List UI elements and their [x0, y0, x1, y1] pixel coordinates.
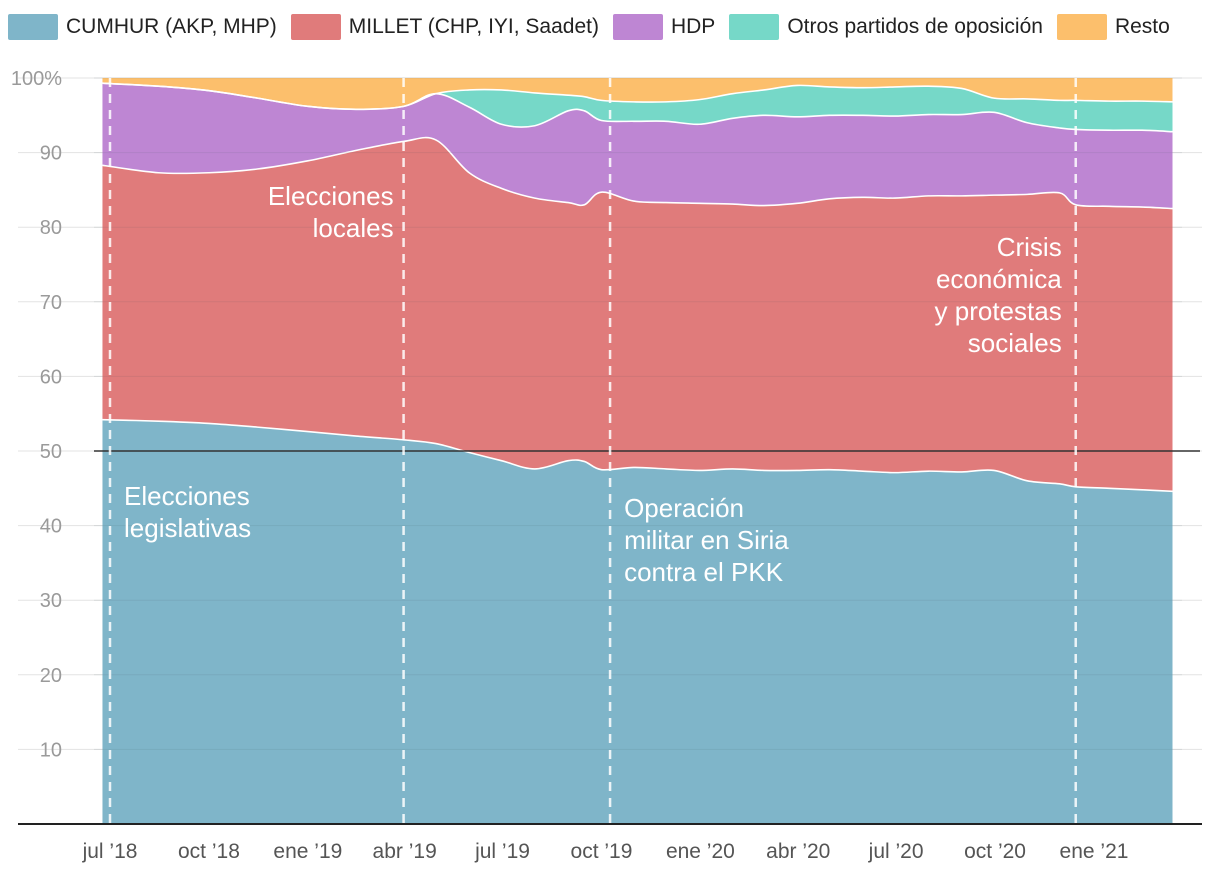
- event-annotation: Elecciones locales: [268, 181, 394, 243]
- series-boundary-line: [102, 418, 1173, 493]
- event-annotation-line: sociales: [968, 328, 1062, 358]
- x-tick-label: oct ’20: [964, 840, 1026, 863]
- y-tick-label: 80: [40, 217, 62, 239]
- area-series: [102, 419, 1173, 824]
- event-annotation-line: Crisis: [997, 232, 1062, 262]
- legend-item-cumhur: CUMHUR (AKP, MHP): [8, 14, 277, 40]
- y-tick-label: 90: [40, 143, 62, 165]
- event-annotation-line: Elecciones: [124, 481, 250, 511]
- legend-swatch-otros: [729, 14, 780, 40]
- event-annotation-line: locales: [313, 213, 394, 243]
- y-tick-label: 60: [40, 366, 62, 388]
- y-tick-label: 50: [40, 441, 62, 463]
- area-series: [102, 83, 1173, 132]
- x-tick-label: abr ’20: [766, 840, 830, 863]
- x-tick-label: abr ’19: [373, 840, 437, 863]
- y-tick-label: 30: [40, 590, 62, 612]
- x-tick-label: oct ’18: [178, 840, 240, 863]
- legend-label-hdp: HDP: [670, 15, 716, 38]
- x-tick-label: jul ’20: [868, 840, 924, 863]
- legend-item-resto: Resto: [1056, 14, 1170, 40]
- y-tick-label: 20: [40, 665, 62, 687]
- legend-swatch-resto: [1056, 14, 1107, 40]
- legend-label-millet: MILLET (CHP, IYI, Saadet): [348, 15, 599, 38]
- legend-item-millet: MILLET (CHP, IYI, Saadet): [290, 14, 599, 40]
- area-series: [102, 83, 1173, 209]
- legend-label-cumhur: CUMHUR (AKP, MHP): [66, 15, 277, 38]
- x-tick-label: jul ’19: [474, 840, 530, 863]
- series-boundary-line: [102, 136, 1173, 210]
- event-annotation-line: legislativas: [124, 513, 251, 543]
- series-boundary-line: [102, 82, 1173, 111]
- x-tick-label: ene ’20: [666, 840, 735, 863]
- area-layer: [102, 78, 1173, 824]
- event-annotation-line: económica: [936, 264, 1062, 294]
- legend-item-hdp: HDP: [612, 14, 716, 40]
- event-annotation-line: Elecciones: [268, 181, 394, 211]
- event-annotation-line: y protestas: [935, 296, 1062, 326]
- legend-item-otros: Otros partidos de oposición: [729, 14, 1043, 40]
- overlay-layer: [18, 77, 1202, 825]
- event-annotation: Operación militar en Siria contra el PKK: [624, 493, 789, 587]
- y-tick-label: 40: [40, 516, 62, 538]
- x-tick-label: oct ’19: [571, 840, 633, 863]
- y-tick-label: 70: [40, 292, 62, 314]
- legend-label-resto: Resto: [1114, 15, 1170, 38]
- event-annotation: Elecciones legislativas: [124, 481, 251, 543]
- x-tick-label: ene ’21: [1060, 840, 1129, 863]
- legend-swatch-millet: [290, 14, 341, 40]
- label-layer: jul ’18 oct ’18 ene ’19 abr ’19 jul ’19 oct ’…: [82, 181, 1129, 863]
- area-series: [102, 137, 1173, 492]
- legend-swatch-hdp: [612, 14, 663, 40]
- event-annotation: Crisis económica y protestas sociales: [935, 232, 1063, 358]
- event-annotation-line: Operación: [624, 493, 744, 523]
- x-tick-label: ene ’19: [273, 840, 342, 863]
- event-annotation-line: militar en Siria: [624, 525, 789, 555]
- x-tick-label: jul ’18: [82, 840, 138, 863]
- legend: CUMHUR (AKP, MHP) MILLET (CHP, IYI, Saad…: [8, 14, 1184, 40]
- y-tick-label: 10: [40, 739, 62, 761]
- y-tick-label: 100%: [11, 68, 62, 90]
- legend-swatch-cumhur: [8, 14, 58, 40]
- event-annotation-line: contra el PKK: [624, 557, 784, 587]
- legend-label-otros: Otros partidos de oposición: [787, 15, 1043, 38]
